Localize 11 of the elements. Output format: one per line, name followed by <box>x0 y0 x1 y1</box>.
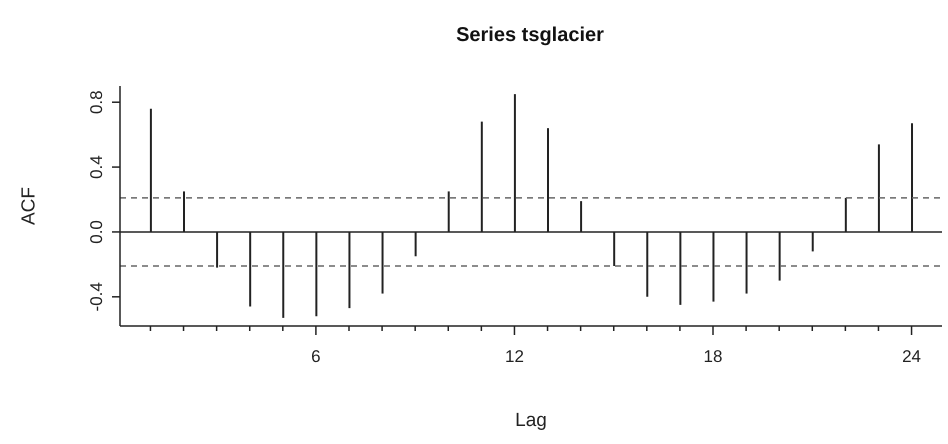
chart-title: Series tsglacier <box>455 24 605 47</box>
y-axis-title: ACF <box>18 187 40 225</box>
x-axis-title: Lag <box>515 410 547 431</box>
x-tick-label: 24 <box>902 347 922 366</box>
y-tick-label: 0.8 <box>87 90 106 114</box>
x-tick-label: 6 <box>311 347 321 366</box>
y-tick-label: 0.4 <box>87 155 106 179</box>
y-tick-label: -0.4 <box>87 282 106 312</box>
y-tick-label: 0.0 <box>87 220 106 244</box>
x-tick-label: 12 <box>504 347 524 366</box>
x-tick-label: 18 <box>704 347 722 366</box>
